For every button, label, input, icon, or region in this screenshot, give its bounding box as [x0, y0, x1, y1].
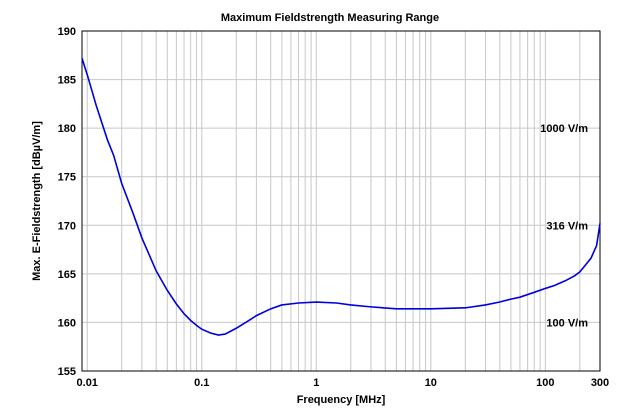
annotation-label: 1000 V/m — [540, 123, 588, 135]
plot-frame — [81, 30, 601, 372]
y-tick-label: 185 — [58, 75, 76, 87]
annotation-label: 316 V/m — [546, 220, 588, 232]
y-tick-label: 165 — [58, 269, 76, 281]
x-tick-label: 0.01 — [77, 377, 98, 389]
y-tick-label: 190 — [58, 26, 76, 38]
y-axis-label: Max. E-Fieldstrength [dBµV/m] — [31, 121, 43, 281]
y-axis-ticks: 155 160 165 170 175 180 185 190 — [58, 26, 76, 378]
x-tick-label: 100 — [536, 377, 554, 389]
grid — [82, 31, 600, 371]
y-tick-label: 160 — [58, 317, 76, 329]
series-line-e-fieldstrength — [81, 57, 601, 336]
x-tick-label: 1 — [313, 377, 319, 389]
x-tick-label: 300 — [591, 377, 609, 389]
x-axis-label: Frequency [MHz] — [297, 394, 386, 406]
x-tick-label: 0.1 — [194, 377, 209, 389]
y-tick-label: 155 — [58, 366, 76, 378]
y-tick-label: 175 — [58, 172, 76, 184]
x-tick-label: 10 — [425, 377, 437, 389]
chart-title: Maximum Fieldstrength Measuring Range — [221, 12, 439, 24]
x-axis-ticks: 0.01 0.1 1 10 100 300 — [77, 377, 610, 389]
annotations: 1000 V/m 316 V/m 100 V/m — [540, 123, 588, 329]
annotation-label: 100 V/m — [546, 317, 588, 329]
y-tick-label: 170 — [58, 220, 76, 232]
y-tick-label: 180 — [58, 123, 76, 135]
